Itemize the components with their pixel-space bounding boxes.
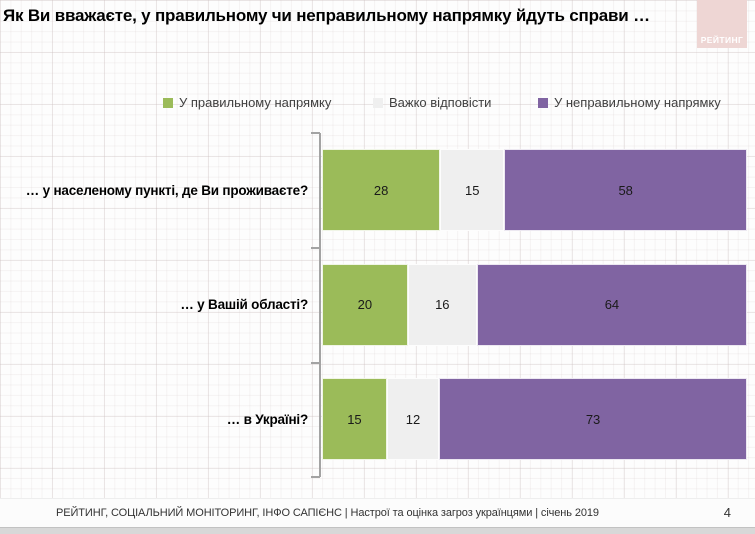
bar-segment-right-direction: 28 [322, 149, 441, 232]
legend-label: Важко відповісти [389, 95, 492, 110]
stacked-bar-chart: … у населеному пункті, де Ви проживаєте?… [0, 133, 747, 477]
legend-swatch-gray [373, 97, 383, 108]
legend-item-right-direction: У правильному напрямку [163, 95, 331, 110]
axis-tick [311, 247, 320, 249]
legend-swatch-green [163, 97, 173, 108]
bottom-edge-strip [0, 527, 755, 534]
value-label: 64 [604, 297, 620, 313]
source-note: РЕЙТИНГ, СОЦІАЛЬНИЙ МОНІТОРИНГ, ІНФО САП… [56, 507, 599, 519]
axis-tick [311, 362, 320, 364]
category-label: … в Україні? [226, 411, 308, 427]
bar-segment-wrong-direction: 73 [439, 378, 747, 461]
bar-segment-hard-to-answer: 15 [440, 149, 505, 232]
bar-segment-wrong-direction: 58 [504, 149, 747, 232]
bar-segment-right-direction: 20 [322, 263, 408, 346]
value-label: 15 [347, 411, 362, 427]
stacked-bar: 28 15 58 [322, 149, 747, 232]
axis-tick [311, 132, 320, 134]
value-label: 12 [405, 411, 421, 427]
category-label: … у населеному пункті, де Ви проживаєте? [25, 182, 308, 198]
value-label: 16 [435, 297, 450, 313]
legend-label: У неправильному напрямку [554, 95, 721, 110]
page-number: 4 [723, 505, 731, 520]
page-title: Як Ви вважаєте, у правильному чи неправи… [3, 6, 650, 25]
value-label: 20 [357, 297, 373, 313]
value-label: 58 [618, 182, 633, 198]
footer: РЕЙТИНГ, СОЦІАЛЬНИЙ МОНІТОРИНГ, ІНФО САП… [0, 498, 755, 528]
value-label: 28 [373, 182, 389, 198]
category-label: … у Вашій області? [180, 297, 308, 313]
legend-label: У правильному напрямку [179, 95, 332, 110]
rating-logo: РЕЙТИНГ [697, 0, 747, 48]
stacked-bar: 15 12 73 [322, 378, 747, 461]
bar-segment-wrong-direction: 64 [476, 263, 747, 346]
bar-segment-hard-to-answer: 16 [407, 263, 477, 346]
chart-row-settlement: … у населеному пункті, де Ви проживаєте?… [0, 133, 747, 248]
legend-item-hard-to-answer: Важко відповісти [373, 95, 491, 110]
legend-swatch-purple [538, 97, 548, 108]
chart-row-ukraine: … в Україні? 15 12 73 [0, 362, 747, 477]
value-label: 73 [585, 411, 601, 427]
legend-item-wrong-direction: У неправильному напрямку [538, 95, 721, 110]
chart-row-oblast: … у Вашій області? 20 16 64 [0, 248, 747, 363]
category-axis-line [319, 133, 321, 477]
bar-segment-right-direction: 15 [322, 378, 387, 461]
value-label: 15 [465, 182, 480, 198]
bar-segment-hard-to-answer: 12 [386, 378, 440, 461]
stacked-bar: 20 16 64 [322, 263, 747, 346]
axis-tick [311, 476, 320, 478]
rating-logo-text: РЕЙТИНГ [700, 35, 744, 45]
